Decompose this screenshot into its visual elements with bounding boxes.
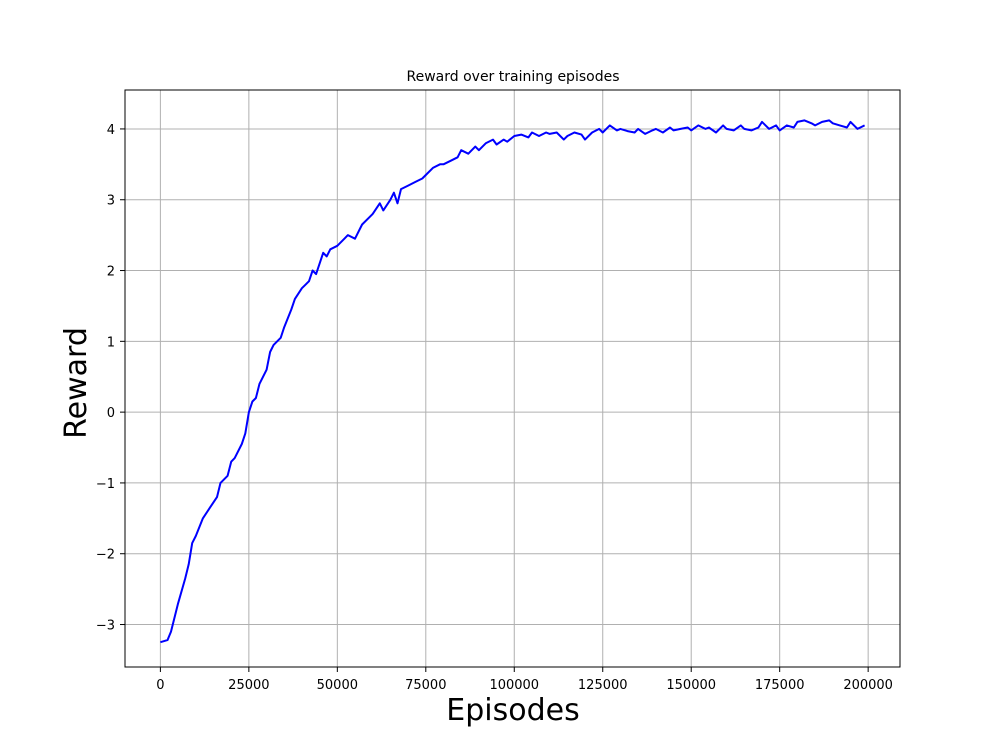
y-tick-label: 2 [107, 265, 115, 280]
x-tick-label: 75000 [405, 678, 446, 693]
series-layer [160, 119, 866, 644]
x-tick-label: 125000 [578, 678, 628, 693]
x-tick-label: 175000 [755, 678, 805, 693]
x-tick-label: 25000 [228, 678, 269, 693]
grid-lines [125, 90, 900, 667]
plot-area-frame [124, 89, 901, 668]
y-tick-label: −3 [96, 619, 115, 634]
y-tick-label: 0 [107, 406, 115, 421]
chart-title: Reward over training episodes [407, 69, 620, 85]
x-tick-label: 0 [156, 678, 164, 693]
x-axis-ticks: 0 25000 50000 75000 100000 125000 150000 175000… [156, 667, 893, 693]
y-tick-label: 3 [107, 194, 115, 209]
x-tick-label: 200000 [843, 678, 893, 693]
x-tick-label: 100000 [489, 678, 539, 693]
x-tick-label: 150000 [666, 678, 716, 693]
x-tick-label: 50000 [317, 678, 358, 693]
reward-series-line [160, 119, 866, 644]
y-tick-label: 4 [107, 123, 115, 138]
x-axis-label: Episodes [446, 693, 579, 728]
y-tick-label: 1 [107, 335, 115, 350]
y-tick-label: −2 [96, 548, 115, 563]
y-tick-label: −1 [96, 477, 115, 492]
y-axis-label: Reward [59, 327, 94, 439]
y-axis-ticks: −3 −2 −1 0 1 2 3 4 [96, 123, 125, 634]
